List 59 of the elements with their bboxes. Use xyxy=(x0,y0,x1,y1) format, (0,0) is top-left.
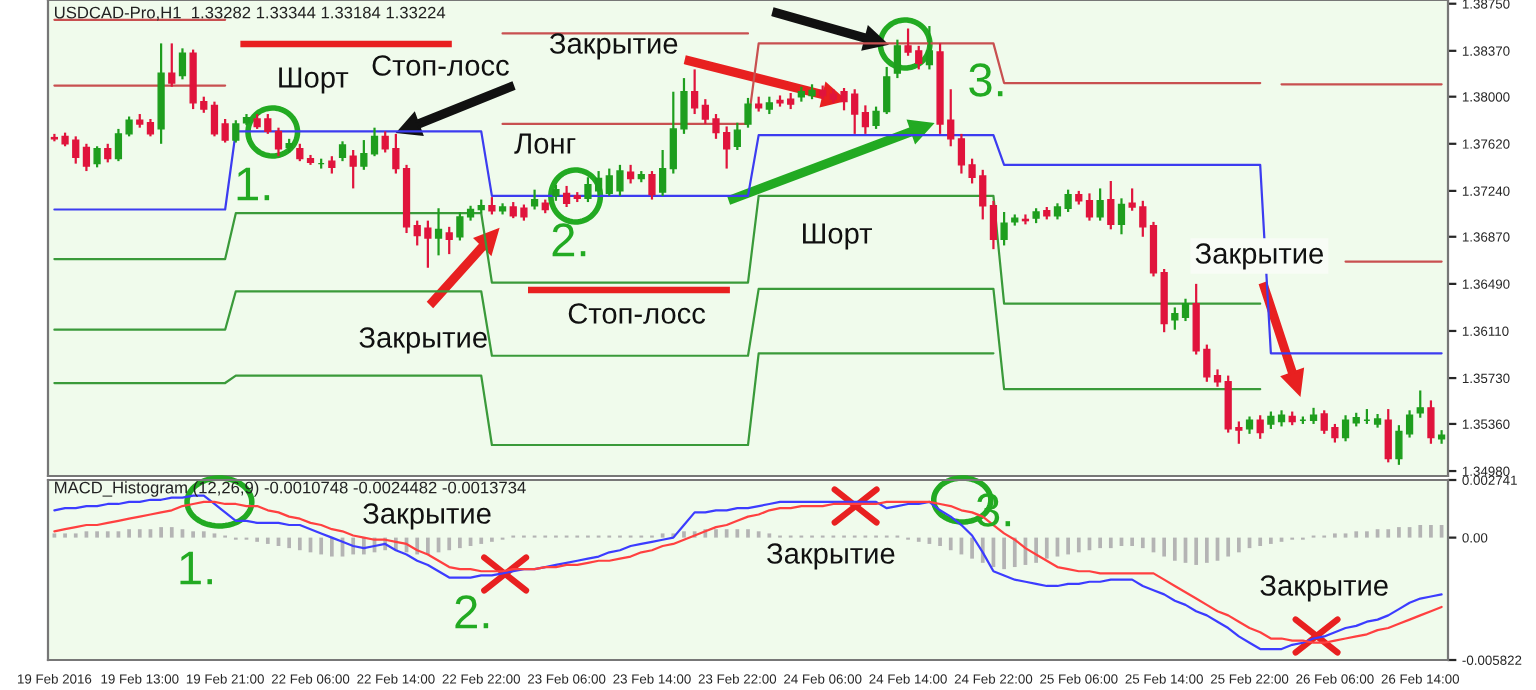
annotation: Шорт xyxy=(279,67,349,94)
point xyxy=(548,167,604,225)
annotation: Стоп-лосс xyxy=(372,55,509,76)
candlestick xyxy=(989,199,998,251)
candlestick xyxy=(1171,306,1179,331)
candlestick xyxy=(1107,179,1115,231)
point xyxy=(877,17,933,71)
candlestick xyxy=(1341,414,1350,443)
candlestick xyxy=(1427,399,1435,445)
candlestick xyxy=(733,121,741,152)
candlestick xyxy=(648,169,656,201)
candlestick xyxy=(232,119,240,144)
annotation: 3. xyxy=(969,63,1003,97)
candlestick xyxy=(1256,414,1264,440)
candlestick xyxy=(530,188,539,211)
annotation: Закрытие xyxy=(363,503,491,530)
candlestick xyxy=(861,104,870,135)
candlestick xyxy=(1181,297,1190,323)
annotation: 2. xyxy=(455,595,489,629)
candlestick xyxy=(434,207,443,257)
candlestick xyxy=(445,225,453,256)
candlestick xyxy=(168,42,176,88)
candlestick xyxy=(360,138,368,171)
candlestick xyxy=(274,126,283,158)
candlestick xyxy=(370,126,379,158)
candlestick xyxy=(349,148,357,190)
candlestick xyxy=(744,96,752,129)
annotation: Закрытие xyxy=(1195,243,1323,270)
candlestick xyxy=(210,100,219,138)
line-series xyxy=(53,287,1262,391)
candlestick xyxy=(221,117,229,144)
candlestick xyxy=(93,145,101,169)
annotation: USDCAD-Pro,H1 1.33282 1.33344 1.33184 1.33224 xyxy=(55,6,446,21)
annotation: 1. xyxy=(237,167,270,201)
candlestick xyxy=(1085,192,1094,222)
annotation: Стоп-лосс xyxy=(568,303,706,324)
annotation: 2. xyxy=(552,223,586,257)
candlestick xyxy=(562,184,571,209)
candlestick xyxy=(626,163,635,185)
point xyxy=(245,105,301,159)
candlestick xyxy=(1384,407,1392,464)
annotation: Лонг xyxy=(514,133,576,154)
annotation: Закрытие xyxy=(359,327,487,354)
annotation: Закрытие xyxy=(766,543,895,570)
candlestick xyxy=(691,68,699,116)
annotation: Закрытие xyxy=(1260,575,1388,602)
annotation: Шорт xyxy=(803,223,873,250)
candlestick xyxy=(1149,220,1158,278)
annotation: Закрытие xyxy=(549,33,678,60)
candlestick xyxy=(338,140,347,163)
candlestick xyxy=(1117,197,1126,236)
annotation: 1. xyxy=(180,551,212,585)
candlestick xyxy=(82,142,91,173)
candlestick xyxy=(1096,187,1104,222)
line-series xyxy=(53,352,995,447)
candlestick xyxy=(104,142,112,164)
candlestick xyxy=(178,47,187,81)
candlestick xyxy=(1416,389,1424,419)
candlestick xyxy=(659,148,667,197)
